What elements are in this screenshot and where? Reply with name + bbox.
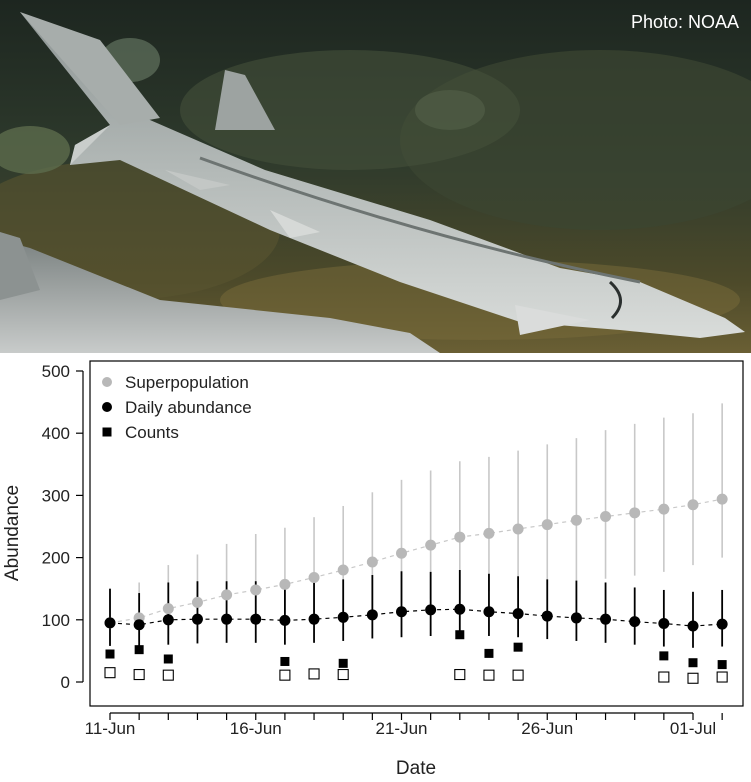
y-tick-label: 400 [42,424,70,443]
legend-superpopulation-marker [102,377,112,387]
superpopulation-point [191,596,203,608]
daily-abundance-point [541,610,553,622]
count-point [688,658,698,668]
daily-abundance-point [716,618,728,630]
superpopulation-point [658,503,670,515]
count-open-point [512,669,524,681]
daily-abundance-point [279,614,291,626]
daily-abundance-point [512,608,524,620]
x-tick-label: 21-Jun [376,719,428,738]
daily-abundance-point [308,613,320,625]
daily-abundance-point [600,613,612,625]
x-tick-label: 26-Jun [521,719,573,738]
daily-abundance-point [366,609,378,621]
count-open-point [133,668,145,681]
count-point [163,654,173,664]
daily-abundance-point [570,612,582,624]
superpopulation-point [454,531,466,543]
y-tick-label: 200 [42,549,70,568]
daily-abundance-point [337,611,349,623]
count-point [513,642,523,652]
count-open-point [454,668,466,681]
y-tick-label: 500 [42,362,70,381]
count-point [338,658,348,668]
superpopulation-line [109,498,723,624]
superpopulation-point [629,507,641,519]
superpopulation-point [366,556,378,568]
daily-abundance-line [109,608,723,627]
y-tick-label: 0 [61,673,70,692]
daily-abundance-point [687,620,699,632]
count-point [659,651,669,661]
count-point [484,648,494,658]
daily-abundance-point [104,617,116,629]
count-open-point [308,668,320,680]
y-tick-label: 300 [42,486,70,505]
count-open-point [716,671,728,683]
daily-abundance-point [629,616,641,628]
daily-abundance-point [483,606,495,618]
count-point [134,645,144,655]
daily-abundance-point [133,619,145,631]
superpopulation-point [570,514,582,526]
sturgeon-photo-image [0,0,751,353]
count-open-point [279,669,291,681]
legend-daily-abundance-marker [102,402,112,412]
count-point [280,656,290,666]
count-open-point [483,669,495,681]
superpopulation-point [221,589,233,601]
superpopulation-point [687,499,699,511]
legend-label: Superpopulation [125,373,249,392]
legend-label: Counts [125,423,179,442]
count-open-point [658,671,670,683]
count-point [455,630,465,640]
legend-counts-marker [102,427,112,437]
x-axis: 11-Jun 16-Jun 21-Jun 26-Jun 01-Jul [85,712,723,738]
y-axis-title: Abundance [2,485,23,581]
superpopulation-point [162,603,174,615]
superpopulation-point [425,539,437,551]
count-open-point [687,672,699,684]
legend-label: Daily abundance [125,398,252,417]
daily-abundance-point [454,603,466,615]
superpopulation-point [279,578,291,590]
daily-abundance-point [658,618,670,630]
legend: Superpopulation Daily abundance Counts [102,373,252,442]
superpopulation-point [250,584,262,596]
sturgeon-photo: Photo: NOAA [0,0,751,353]
x-tick-label: 16-Jun [230,719,282,738]
superpopulation-point [600,511,612,523]
y-tick-label: 100 [42,611,70,630]
superpopulation-point [483,527,495,539]
count-point [717,660,727,670]
daily-abundance-point [162,614,174,626]
count-open-point [104,667,116,679]
plot-frame [89,360,744,707]
y-axis: 0 100 200 300 400 500 [42,362,84,692]
daily-abundance-point [191,613,203,625]
superpopulation-point [541,519,553,531]
daily-abundance-point [250,613,262,625]
count-point [105,649,115,659]
count-open-point [162,669,174,681]
superpopulation-point [396,547,407,559]
x-tick-label: 11-Jun [85,719,136,738]
daily-abundance-point [221,613,233,625]
x-tick-label: 01-Jul [670,719,716,738]
abundance-chart: 0 100 200 300 400 500 11-Jun 16-Jun 21-Jun 26-Ju… [2,360,744,779]
photo-credit: Photo: NOAA [630,12,739,32]
superpopulation-point [337,564,349,576]
daily-abundance-point [396,606,407,618]
superpopulation-point [512,523,524,535]
count-open-point [337,668,349,681]
superpopulation-point [716,493,728,505]
chart-marks [104,403,728,684]
superpopulation-point [308,572,320,584]
x-axis-title: Date [396,758,436,779]
daily-abundance-point [425,604,437,616]
